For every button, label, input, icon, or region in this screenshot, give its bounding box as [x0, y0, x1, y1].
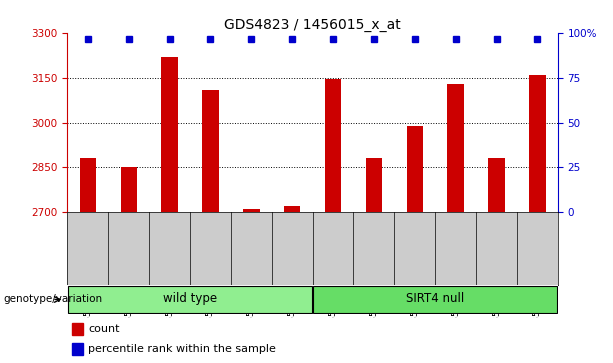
FancyBboxPatch shape	[313, 286, 557, 313]
Bar	[243, 209, 259, 212]
Bar	[202, 90, 219, 212]
Title: GDS4823 / 1456015_x_at: GDS4823 / 1456015_x_at	[224, 18, 401, 32]
Bar	[284, 206, 300, 212]
Bar	[447, 83, 464, 212]
FancyBboxPatch shape	[68, 286, 312, 313]
Bar	[72, 343, 83, 355]
Bar	[529, 74, 546, 212]
Bar	[406, 126, 423, 212]
Bar	[325, 79, 341, 212]
Bar	[366, 158, 382, 212]
Text: count: count	[88, 324, 120, 334]
Text: percentile rank within the sample: percentile rank within the sample	[88, 344, 276, 354]
Bar	[121, 167, 137, 212]
Text: wild type: wild type	[163, 292, 217, 305]
Bar	[72, 323, 83, 335]
Bar	[489, 158, 504, 212]
Bar	[80, 158, 96, 212]
Text: genotype/variation: genotype/variation	[3, 294, 102, 305]
Text: SIRT4 null: SIRT4 null	[406, 292, 465, 305]
Bar	[161, 57, 178, 212]
